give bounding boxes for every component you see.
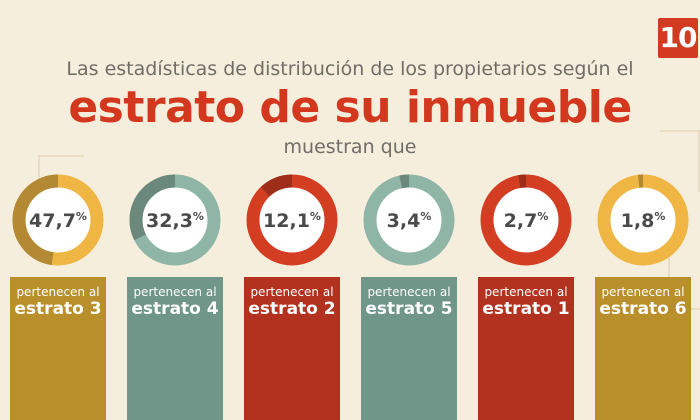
column-label-top-5: pertenecen al <box>484 285 568 299</box>
chart-subtitle: Las estadísticas de distribución de los … <box>66 58 634 80</box>
brand-logo: 10 <box>658 18 698 58</box>
ring-share-1 <box>12 174 104 266</box>
ring-value-1: 47,7% <box>29 210 87 232</box>
column-label-top-4: pertenecen al <box>367 285 451 299</box>
ring-3: 12,1% <box>246 174 338 266</box>
ring-1: 47,7% <box>12 174 104 266</box>
column-label-top-3: pertenecen al <box>250 285 334 299</box>
chart-tagline: muestran que <box>283 136 417 158</box>
stratum-column-2: pertenecen al estrato 4 <box>127 277 223 420</box>
column-label-stratum-6: estrato 6 <box>599 299 687 319</box>
column-label-top-2: pertenecen al <box>133 285 217 299</box>
chart-title: estrato de su inmueble <box>68 82 632 133</box>
column-label-top-1: pertenecen al <box>16 285 100 299</box>
ring-6: 1,8% <box>597 174 689 266</box>
ring-4: 3,4% <box>363 174 455 266</box>
ring-value-3: 12,1% <box>263 210 321 232</box>
ring-share-3 <box>246 174 338 266</box>
stratum-column-5: pertenecen al estrato 1 <box>478 277 574 420</box>
ring-share-4 <box>363 174 455 266</box>
ring-charts: 47,7% 32,3% 12,1% 3,4% 2,7% 1,8% <box>12 174 689 266</box>
stratum-column-3: pertenecen al estrato 2 <box>244 277 340 420</box>
column-label-top-6: pertenecen al <box>601 285 685 299</box>
column-label-stratum-3: estrato 2 <box>248 299 336 319</box>
decorative-line-left <box>38 155 84 197</box>
ring-share-6 <box>597 174 689 266</box>
stratum-column-4: pertenecen al estrato 5 <box>361 277 457 420</box>
ring-share-5 <box>480 174 572 266</box>
ring-5: 2,7% <box>480 174 572 266</box>
column-label-stratum-1: estrato 3 <box>14 299 102 319</box>
decorative-line-right <box>660 130 700 192</box>
chart-header: Las estadísticas de distribución de los … <box>0 58 700 158</box>
stratum-column-6: pertenecen al estrato 6 <box>595 277 691 420</box>
ring-value-4: 3,4% <box>387 210 432 232</box>
ring-value-5: 2,7% <box>504 210 549 232</box>
ring-share-2 <box>129 174 221 266</box>
ring-value-6: 1,8% <box>621 210 666 232</box>
column-label-stratum-2: estrato 4 <box>131 299 219 319</box>
column-label-stratum-4: estrato 5 <box>365 299 453 319</box>
column-label-stratum-5: estrato 1 <box>482 299 570 319</box>
stratum-column-1: pertenecen al estrato 3 <box>10 277 106 420</box>
ring-value-2: 32,3% <box>146 210 204 232</box>
ring-2: 32,3% <box>129 174 221 266</box>
